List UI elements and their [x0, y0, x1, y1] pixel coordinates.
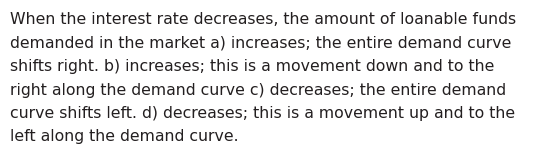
Text: When the interest rate decreases, the amount of loanable funds: When the interest rate decreases, the am…	[10, 12, 516, 27]
Text: demanded in the market a) increases; the entire demand curve: demanded in the market a) increases; the…	[10, 36, 511, 50]
Text: left along the demand curve.: left along the demand curve.	[10, 129, 239, 144]
Text: shifts right. b) increases; this is a movement down and to the: shifts right. b) increases; this is a mo…	[10, 59, 494, 74]
Text: curve shifts left. d) decreases; this is a movement up and to the: curve shifts left. d) decreases; this is…	[10, 106, 515, 121]
Text: right along the demand curve c) decreases; the entire demand: right along the demand curve c) decrease…	[10, 82, 506, 98]
